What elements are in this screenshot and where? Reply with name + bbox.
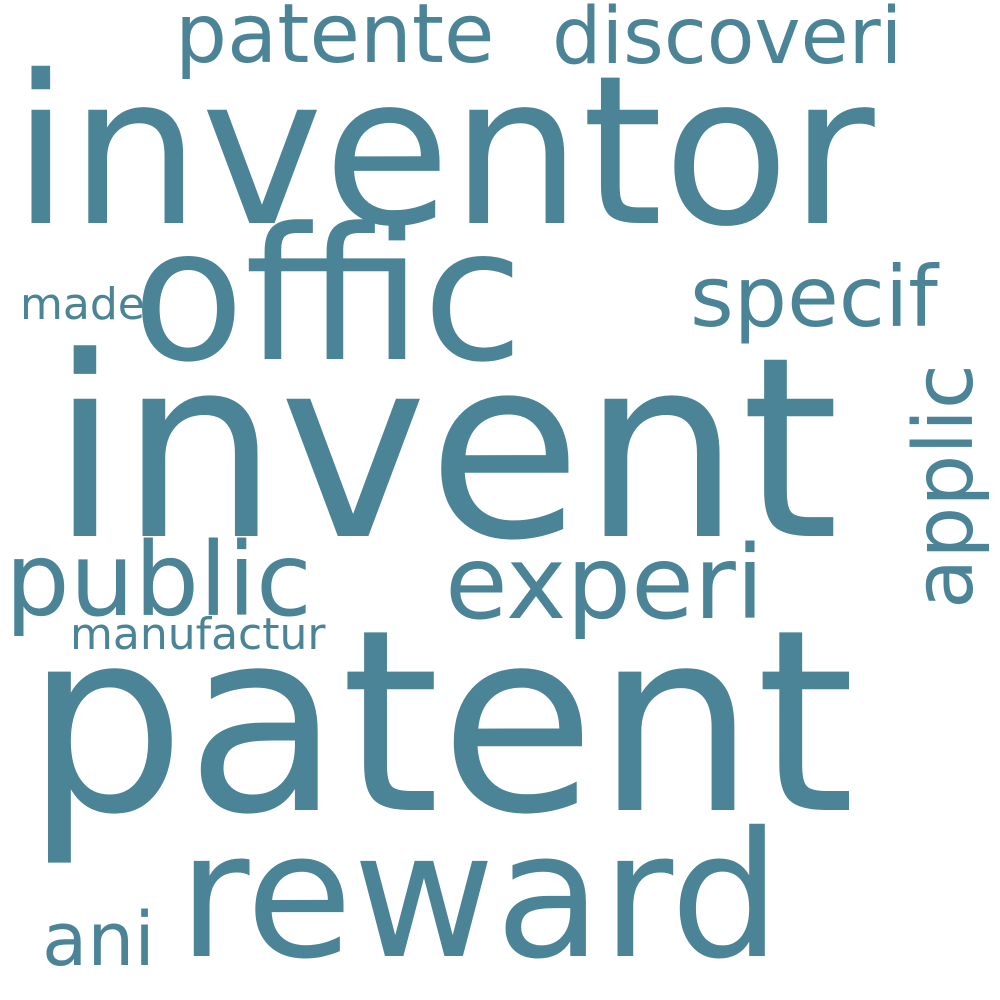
word-manufactur: manufactur xyxy=(70,609,326,660)
word-reward: reward xyxy=(178,795,781,998)
word-invent: invent xyxy=(50,304,840,596)
word-offic: offic xyxy=(132,189,524,403)
word-public: public xyxy=(5,521,312,640)
word-patent: patent xyxy=(25,575,856,870)
word-applic: applic xyxy=(897,364,992,609)
word-experi: experi xyxy=(445,524,765,643)
word-inventor: inventor xyxy=(12,31,875,272)
word-discoveri: discoveri xyxy=(552,0,903,82)
word-made: made xyxy=(20,279,145,330)
word-specif: specif xyxy=(690,248,938,346)
word-patente: patente xyxy=(175,0,495,82)
word-ani: ani xyxy=(42,897,155,983)
